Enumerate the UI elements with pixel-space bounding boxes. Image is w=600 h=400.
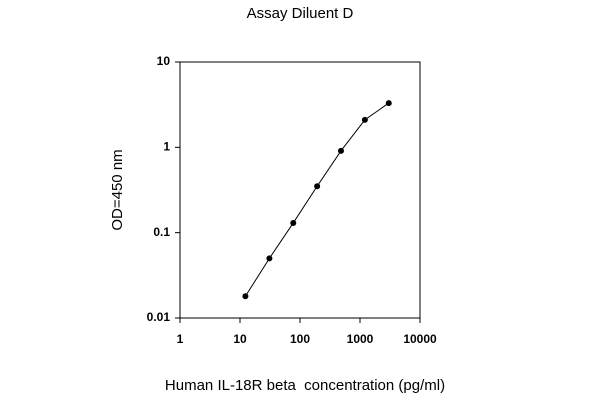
chart-title: Assay Diluent D: [247, 5, 354, 22]
data-point: [337, 147, 344, 154]
data-point: [314, 183, 321, 190]
x-tick-label: 1000: [347, 332, 374, 346]
y-axis-label: OD=450 nm: [109, 149, 126, 230]
y-tick-label: 0.1: [153, 225, 170, 239]
y-tick-label: 0.01: [147, 310, 171, 324]
y-tick-label: 10: [157, 54, 171, 68]
x-tick-label: 10000: [403, 332, 437, 346]
y-tick-label: 1: [163, 140, 170, 154]
data-point: [290, 219, 297, 226]
x-axis-label: Human IL-18R beta concentration (pg/ml): [165, 377, 445, 394]
plot-frame: [179, 61, 421, 319]
x-tick-label: 1: [177, 332, 184, 346]
data-point: [361, 116, 368, 123]
data-point: [266, 255, 273, 262]
data-line: [244, 102, 390, 297]
x-tick-label: 10: [233, 332, 247, 346]
data-point: [242, 293, 249, 300]
x-tick-label: 100: [290, 332, 310, 346]
data-point: [385, 100, 392, 107]
